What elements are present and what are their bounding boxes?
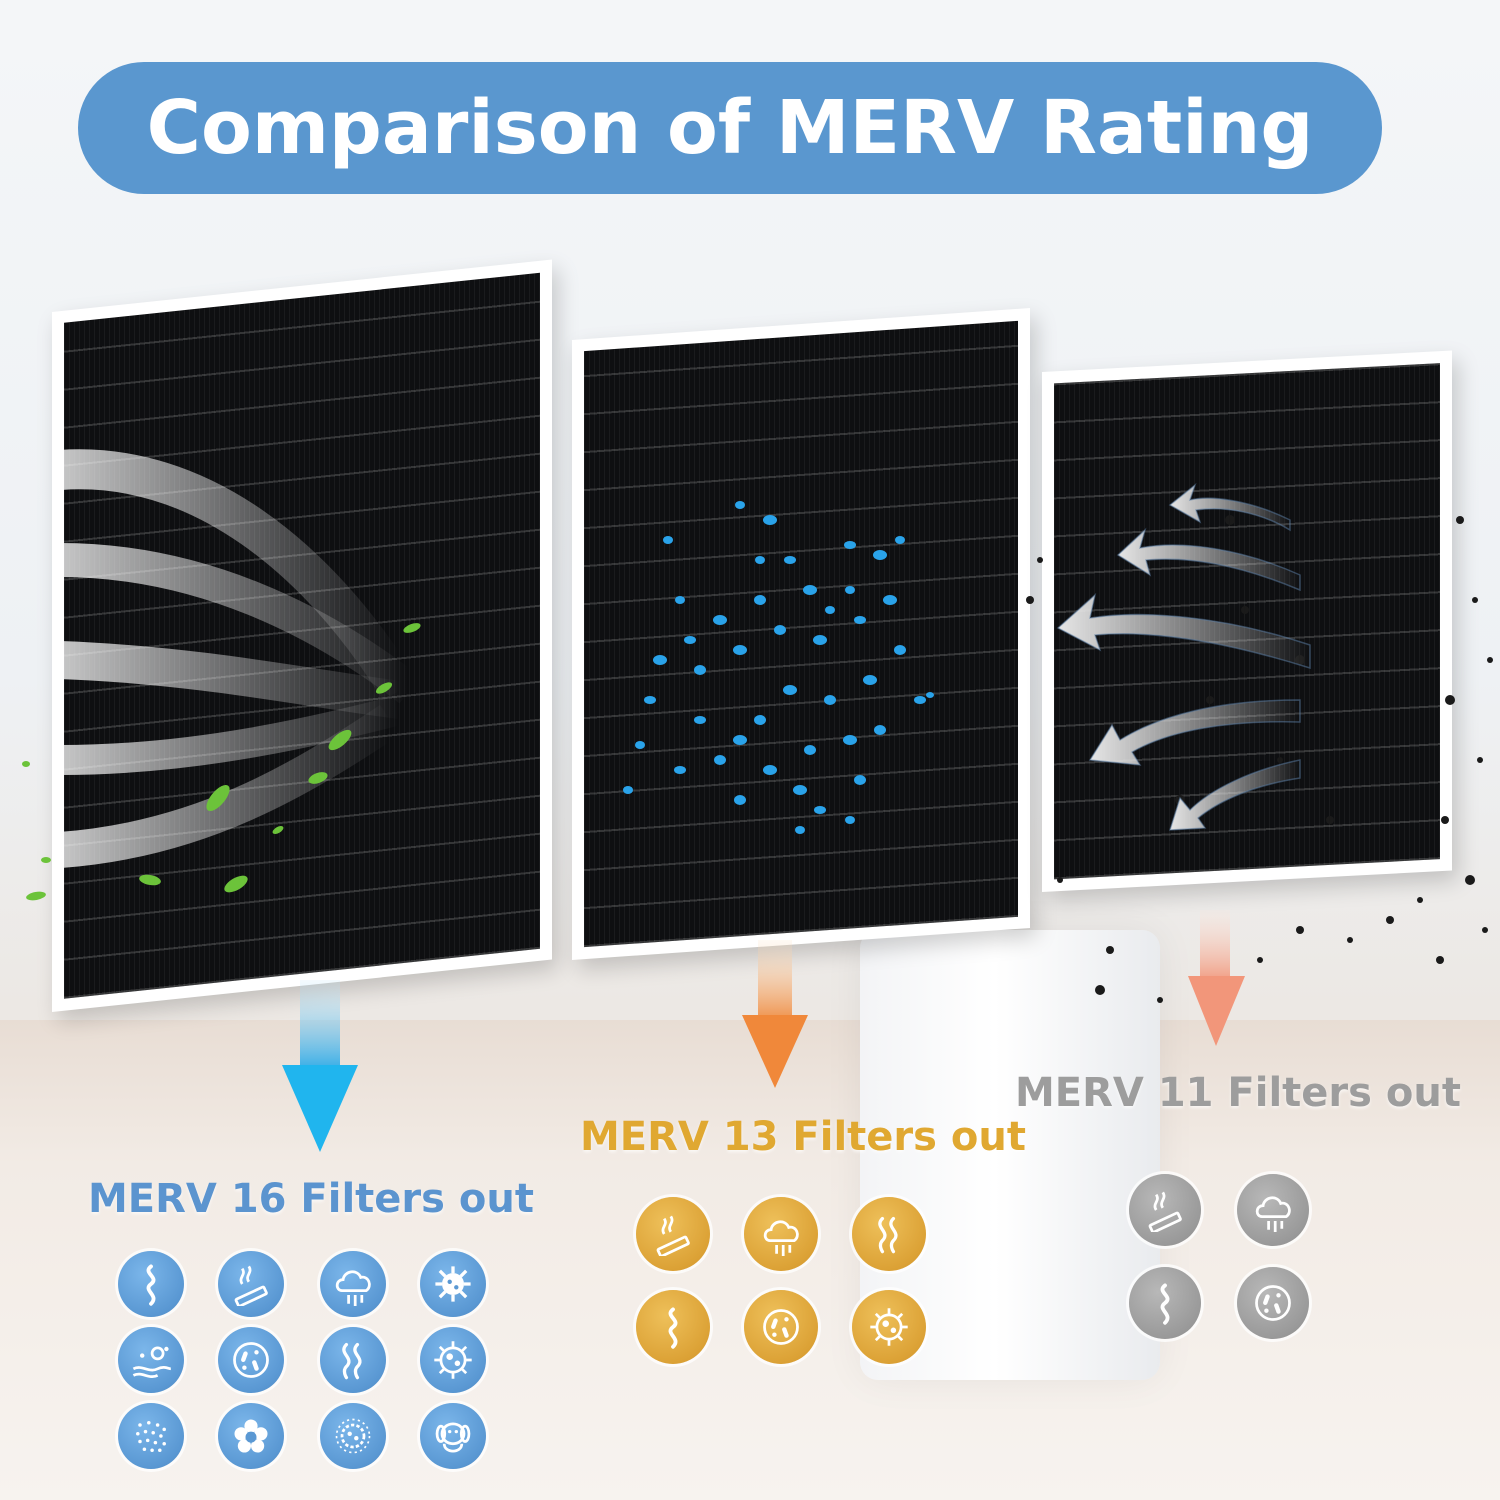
- merv13-heading: MERV 13 Filters out: [580, 1114, 1026, 1160]
- fumes-icon: [320, 1327, 386, 1393]
- pet-dander-icon: [420, 1403, 486, 1469]
- wind-streaks: [58, 449, 421, 868]
- smoke-icon: [1129, 1174, 1201, 1246]
- fumes-icon: [852, 1197, 926, 1271]
- odor-icon: [118, 1251, 184, 1317]
- pollen-icon: [118, 1327, 184, 1393]
- merv16-down-arrow: [282, 980, 358, 1152]
- blue-particles: [623, 501, 934, 834]
- bacteria-icon: [1237, 1267, 1309, 1339]
- page-title: Comparison of MERV Rating: [146, 85, 1314, 171]
- dust-icon: [118, 1403, 184, 1469]
- smog-icon: [744, 1197, 818, 1271]
- smoke-icon: [218, 1251, 284, 1317]
- merv11-down-arrow: [1188, 910, 1245, 1046]
- virus-icon: [852, 1290, 926, 1364]
- bacteria-icon: [744, 1290, 818, 1364]
- smog-icon: [1237, 1174, 1309, 1246]
- leaves: [22, 623, 421, 901]
- title-banner: Comparison of MERV Rating: [78, 62, 1382, 194]
- odor-icon: [1129, 1267, 1201, 1339]
- airflow-arrows: [1056, 482, 1311, 831]
- virus-icon: [420, 1251, 486, 1317]
- flower-icon: [218, 1403, 284, 1469]
- odor-icon: [636, 1290, 710, 1364]
- smoke-icon: [636, 1197, 710, 1271]
- merv11-heading: MERV 11 Filters out: [1015, 1070, 1461, 1116]
- microbe-icon: [320, 1403, 386, 1469]
- germ-icon: [420, 1327, 486, 1393]
- smog-icon: [320, 1251, 386, 1317]
- bacteria-icon: [218, 1327, 284, 1393]
- merv13-down-arrow: [742, 940, 808, 1088]
- merv16-heading: MERV 16 Filters out: [88, 1176, 534, 1222]
